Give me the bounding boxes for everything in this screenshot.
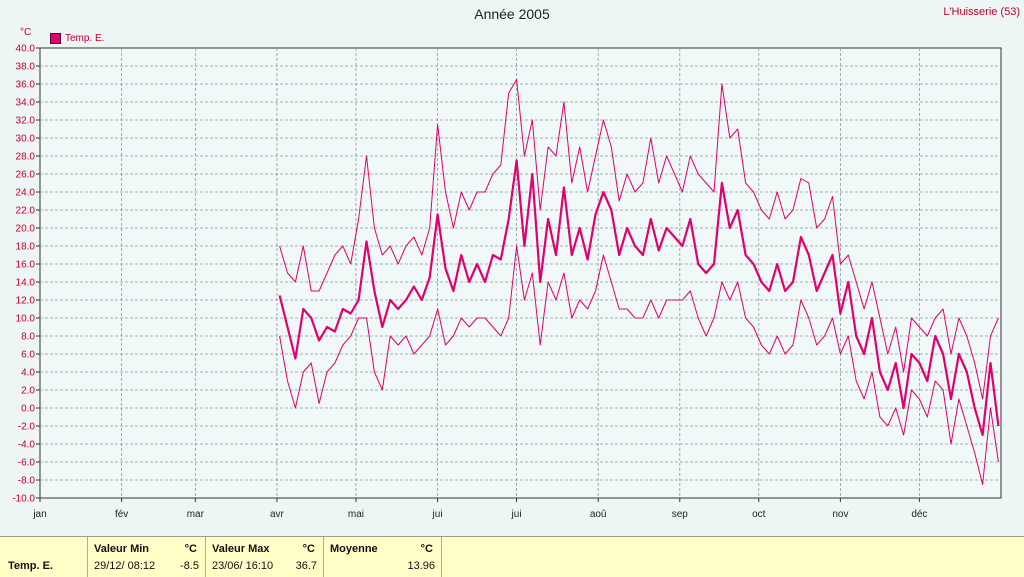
stats-panel: Temp. E. Valeur Min °C 29/12/ 08:12 -8.5… — [0, 536, 1024, 577]
x-tick-label: sep — [672, 509, 689, 520]
stats-min-date: 29/12/ 08:12 — [94, 560, 156, 572]
stats-series-name: Temp. E. — [8, 560, 54, 572]
y-tick-label: 6.0 — [21, 350, 35, 361]
y-tick-label: -2.0 — [18, 422, 36, 433]
y-tick-label: 28.0 — [16, 152, 36, 163]
legend-label: Temp. E. — [65, 33, 105, 44]
y-tick-label: 32.0 — [16, 116, 36, 127]
x-tick-label: jui — [432, 509, 443, 520]
x-tick-label: oct — [752, 509, 766, 520]
station-name: L'Huisserie (53) — [943, 6, 1020, 18]
y-tick-label: 10.0 — [16, 314, 36, 325]
legend-swatch — [50, 33, 61, 44]
y-tick-label: 4.0 — [21, 368, 35, 379]
y-tick-label: -6.0 — [18, 458, 36, 469]
x-tick-label: mai — [348, 509, 364, 520]
y-tick-label: -4.0 — [18, 440, 36, 451]
x-tick-label: nov — [832, 509, 848, 520]
stats-min-header: Valeur Min — [94, 543, 150, 555]
stats-max-cell: Valeur Max °C 23/06/ 16:10 36.7 — [206, 537, 324, 577]
chart: -10.0 -8.0 -6.0 -4.0 -2.0 0.0 2.0 4.0 6.0 8.0 10.0… — [12, 44, 1002, 520]
stats-mean-value: 13.96 — [407, 560, 435, 572]
y-tick-label: -10.0 — [12, 494, 35, 505]
y-tick-label: 34.0 — [16, 98, 36, 109]
stats-min-value: -8.5 — [180, 560, 199, 572]
stats-mean-cell: Moyenne °C 13.96 — [324, 537, 442, 577]
stats-max-header: Valeur Max — [212, 543, 270, 555]
series-line-max — [279, 79, 999, 400]
y-tick-label: 38.0 — [16, 62, 36, 73]
stats-mean-header: Moyenne — [330, 543, 378, 555]
y-tick-label: 20.0 — [16, 224, 36, 235]
stats-mean-unit: °C — [420, 543, 433, 555]
y-tick-label: 16.0 — [16, 260, 36, 271]
y-tick-label: 26.0 — [16, 170, 36, 181]
x-tick-label: déc — [911, 509, 927, 520]
y-tick-label: 24.0 — [16, 188, 36, 199]
y-tick-label: 40.0 — [16, 44, 36, 55]
series-line-mean — [278, 159, 1000, 437]
x-tick-label: jan — [32, 509, 46, 520]
y-tick-label: -8.0 — [18, 476, 36, 487]
y-tick-label: 0.0 — [21, 404, 35, 415]
chart-title: Année 2005 — [474, 6, 550, 22]
stats-series-cell: Temp. E. — [0, 537, 88, 577]
y-tick-label: 22.0 — [16, 206, 36, 217]
y-tick-label: 2.0 — [21, 386, 35, 397]
x-tick-label: aoû — [590, 509, 607, 520]
stats-max-value: 36.7 — [295, 560, 317, 572]
y-tick-label: 18.0 — [16, 242, 36, 253]
stats-min-unit: °C — [184, 543, 197, 555]
x-tick-label: avr — [270, 509, 285, 520]
y-tick-label: 8.0 — [21, 332, 35, 343]
stats-max-date: 23/06/ 16:10 — [212, 560, 274, 572]
x-tick-label: mar — [187, 509, 205, 520]
x-tick-label: jui — [511, 509, 522, 520]
stats-max-unit: °C — [302, 543, 315, 555]
y-tick-label: 30.0 — [16, 134, 36, 145]
y-axis-unit: °C — [20, 27, 32, 38]
y-tick-label: 36.0 — [16, 80, 36, 91]
x-tick-label: fév — [115, 509, 128, 520]
legend: Temp. E. — [50, 33, 104, 44]
y-tick-label: 14.0 — [16, 278, 36, 289]
y-tick-label: 12.0 — [16, 296, 36, 307]
series-line-min — [279, 245, 999, 485]
stats-min-cell: Valeur Min °C 29/12/ 08:12 -8.5 — [88, 537, 206, 577]
